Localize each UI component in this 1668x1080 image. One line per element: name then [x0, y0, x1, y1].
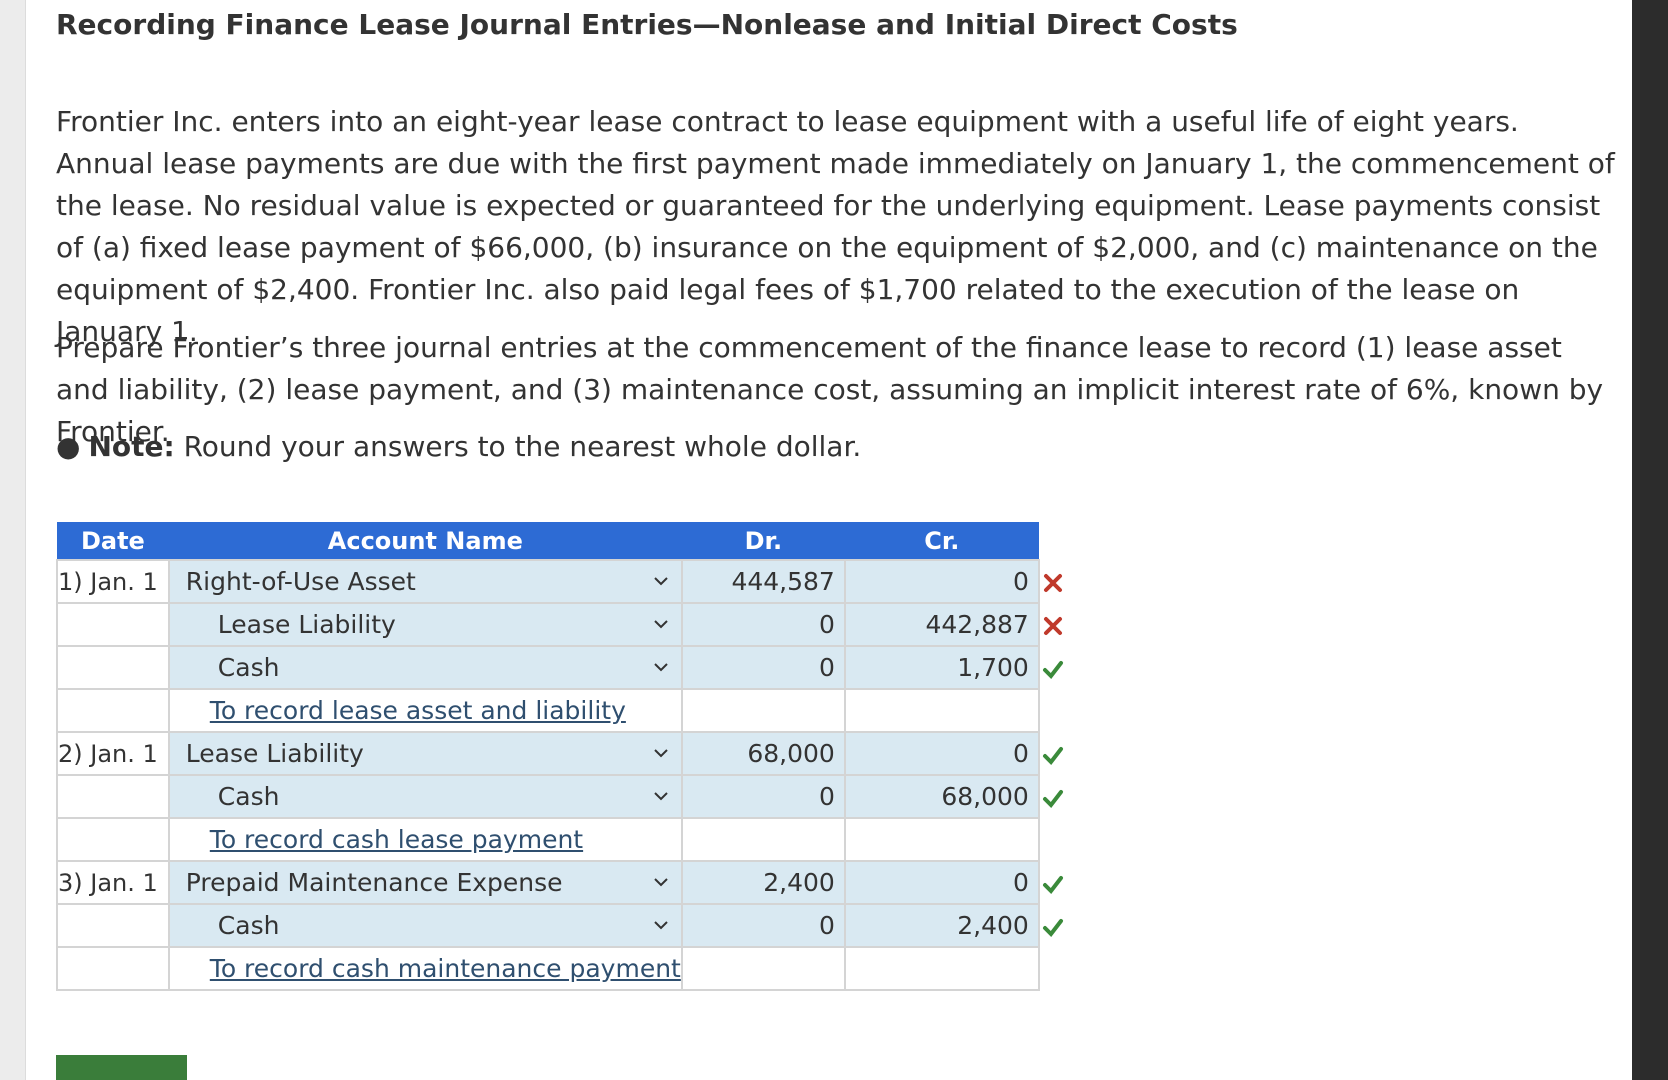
entry-date — [56, 602, 170, 647]
debit-input[interactable]: 2,400 — [680, 860, 846, 905]
credit-input[interactable]: 68,000 — [843, 774, 1063, 819]
correct-check-icon — [1042, 876, 1063, 895]
blank-cell — [680, 817, 846, 862]
blank-cell — [843, 817, 1040, 862]
debit-input[interactable]: 444,587 — [680, 559, 846, 604]
journal-body: 1) Jan. 1 Right-of-Use Asset 444,587 0 Lease… — [56, 559, 1063, 991]
table-header-row: Date Account Name Dr. Cr. — [57, 522, 1039, 560]
account-select[interactable]: Cash — [167, 774, 683, 819]
chevron-down-icon[interactable] — [653, 616, 669, 632]
note-text: Round your answers to the nearest whole … — [183, 430, 862, 463]
entry-date: 3) Jan. 1 — [56, 860, 170, 905]
window-edge — [1632, 0, 1668, 1080]
credit-input[interactable]: 0 — [843, 559, 1062, 604]
account-name: Cash — [217, 911, 280, 940]
account-select[interactable]: Lease Liability — [167, 731, 683, 776]
chevron-down-icon[interactable] — [653, 788, 669, 804]
credit-input[interactable]: 2,400 — [843, 903, 1063, 948]
memo-cell: To record cash maintenance payment — [167, 946, 683, 991]
account-name: Lease Liability — [217, 610, 396, 639]
instructions: Prepare Frontier’s three journal entries… — [56, 331, 1604, 448]
credit-value: 0 — [1012, 739, 1029, 768]
account-select[interactable]: Lease Liability — [167, 602, 683, 647]
note: ● Note: Round your answers to the nearest… — [56, 426, 861, 468]
header-account: Account Name — [168, 522, 682, 560]
table-row: 3) Jan. 1 Prepaid Maintenance Expense 2,40… — [56, 860, 1063, 905]
debit-input[interactable]: 0 — [680, 602, 846, 647]
correct-check-icon — [1042, 661, 1063, 680]
memo-row: To record cash maintenance payment — [56, 946, 1040, 991]
table-row: 1) Jan. 1 Right-of-Use Asset 444,587 0 — [56, 559, 1062, 604]
credit-value: 68,000 — [941, 782, 1029, 811]
entry-date: 1) Jan. 1 — [56, 559, 170, 604]
credit-value: 0 — [1012, 567, 1029, 596]
blank-cell — [843, 946, 1040, 991]
entry-memo-link[interactable]: To record lease asset and liability — [209, 696, 626, 725]
memo-cell: To record cash lease payment — [167, 817, 683, 862]
entry-date: 2) Jan. 1 — [56, 731, 170, 776]
correct-check-icon — [1042, 790, 1063, 809]
debit-input[interactable]: 0 — [680, 645, 846, 690]
incorrect-x-icon — [1043, 617, 1062, 635]
memo-cell: To record lease asset and liability — [167, 688, 683, 733]
journal-entry-table: Date Account Name Dr. Cr. 1) Jan. 1 Right… — [56, 522, 1063, 991]
entry-date — [56, 645, 170, 690]
page-title: Recording Finance Lease Journal Entries—… — [56, 8, 1238, 41]
blank-cell — [56, 946, 170, 991]
credit-value: 2,400 — [957, 911, 1029, 940]
account-select[interactable]: Right-of-Use Asset — [167, 559, 683, 604]
correct-check-icon — [1042, 919, 1063, 938]
table-row: 2) Jan. 1 Lease Liability 68,000 0 — [56, 731, 1063, 776]
table-row: Cash 0 68,000 — [56, 774, 1063, 819]
chevron-down-icon[interactable] — [653, 745, 669, 761]
credit-input[interactable]: 1,700 — [843, 645, 1063, 690]
entry-date — [56, 774, 170, 819]
credit-input[interactable]: 442,887 — [843, 602, 1062, 647]
blank-cell — [56, 688, 170, 733]
header-debit: Dr. — [681, 522, 845, 560]
memo-row: To record lease asset and liability — [56, 688, 1040, 733]
credit-value: 0 — [1012, 868, 1029, 897]
credit-input[interactable]: 0 — [843, 731, 1063, 776]
header-date: Date — [57, 522, 169, 560]
chevron-down-icon[interactable] — [653, 659, 669, 675]
note-label: Note: — [88, 430, 175, 463]
entry-memo-link[interactable]: To record cash lease payment — [209, 825, 584, 854]
entry-memo-link[interactable]: To record cash maintenance payment — [209, 954, 681, 983]
incorrect-x-icon — [1043, 574, 1062, 592]
account-select[interactable]: Cash — [167, 645, 683, 690]
account-name: Cash — [217, 653, 280, 682]
chevron-down-icon[interactable] — [653, 874, 669, 890]
account-name: Cash — [217, 782, 280, 811]
credit-value: 1,700 — [957, 653, 1029, 682]
account-name: Prepaid Maintenance Expense — [185, 868, 563, 897]
chevron-down-icon[interactable] — [653, 573, 669, 589]
debit-input[interactable]: 0 — [680, 903, 846, 948]
entry-date — [56, 903, 170, 948]
header-credit: Cr. — [844, 522, 1039, 560]
chevron-down-icon[interactable] — [653, 917, 669, 933]
blank-cell — [843, 688, 1040, 733]
account-name: Lease Liability — [185, 739, 364, 768]
credit-input[interactable]: 0 — [843, 860, 1063, 905]
table-row: Lease Liability 0 442,887 — [56, 602, 1062, 647]
problem-statement: Frontier Inc. enters into an eight-year … — [56, 105, 1615, 348]
debit-input[interactable]: 0 — [680, 774, 846, 819]
account-select[interactable]: Prepaid Maintenance Expense — [167, 860, 683, 905]
blank-cell — [680, 946, 846, 991]
blank-cell — [680, 688, 846, 733]
account-select[interactable]: Cash — [167, 903, 683, 948]
bullet-icon: ● — [56, 430, 81, 463]
check-answer-button[interactable] — [56, 1055, 187, 1080]
table-row: Cash 0 2,400 — [56, 903, 1063, 948]
table-row: Cash 0 1,700 — [56, 645, 1063, 690]
blank-cell — [56, 817, 170, 862]
credit-value: 442,887 — [925, 610, 1029, 639]
correct-check-icon — [1042, 747, 1063, 766]
memo-row: To record cash lease payment — [56, 817, 1040, 862]
account-name: Right-of-Use Asset — [185, 567, 416, 596]
debit-input[interactable]: 68,000 — [680, 731, 846, 776]
